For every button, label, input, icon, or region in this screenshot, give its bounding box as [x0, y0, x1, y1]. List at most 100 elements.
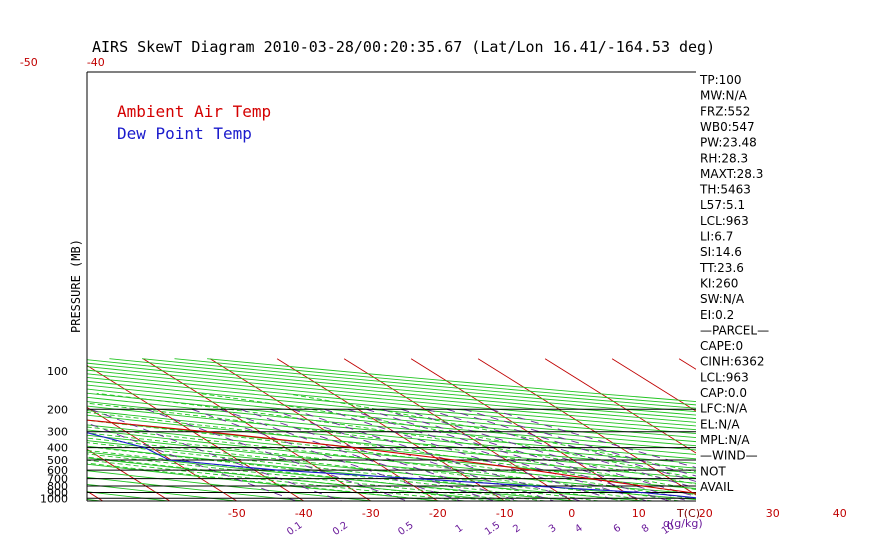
dry-adiabat-line — [87, 380, 696, 439]
ambient-air-temp-line — [87, 419, 696, 494]
bottom-temperature-tick-label: -10 — [496, 507, 514, 520]
pressure-tick-label: 800 — [47, 480, 68, 493]
index-item: MAXT:28.3 — [700, 167, 763, 181]
pressure-tick-label: 400 — [47, 442, 68, 455]
dry-adiabat-line — [87, 396, 696, 455]
mixing-ratio-line — [191, 408, 463, 501]
dry-adiabat-line — [109, 358, 696, 413]
mixing-ratio-line — [219, 408, 496, 501]
pressure-tick-label: 900 — [47, 487, 68, 500]
pressure-tick-label: 700 — [47, 473, 68, 486]
bottom-temperature-tick-label: -20 — [429, 507, 447, 520]
isotherm-line — [87, 448, 171, 501]
top-temperature-tick-labels: -120-110-100-90-80-70-60-50-40 — [20, 56, 105, 69]
y-axis-label: PRESSURE (MB) — [69, 239, 83, 333]
isotherm-line — [343, 358, 573, 501]
sounding-profiles — [87, 419, 696, 499]
index-item: WB0:547 — [700, 120, 755, 134]
dry-adiabat-line — [87, 414, 696, 474]
dry-adiabat-line — [87, 359, 696, 416]
mixing-ratio-line — [292, 408, 582, 501]
mixing-ratio-tick-label: 1.5 — [483, 520, 502, 538]
index-item: EL:N/A — [700, 417, 740, 431]
pressure-tick-label: 200 — [47, 403, 68, 416]
isotherm-line — [611, 358, 696, 412]
mixing-ratio-tick-labels: 0.1 0.2 0.5 1 1.5 2 3 4 6 8 10 — [285, 520, 676, 538]
index-item: NOT — [700, 464, 726, 478]
index-item: PW:23.48 — [700, 136, 757, 150]
isotherm-line — [746, 359, 870, 504]
dry-adiabat-line — [87, 392, 696, 451]
mixing-ratio-tick-label: 6 — [612, 523, 624, 536]
top-temperature-tick-label: -40 — [87, 56, 105, 69]
mixing-ratio-lines — [87, 408, 696, 501]
pressure-tick-label: 100 — [47, 365, 68, 378]
bottom-temperature-tick-label: -40 — [295, 507, 313, 520]
index-item: TP:100 — [699, 73, 742, 87]
index-item: MPL:N/A — [700, 433, 750, 447]
mixing-ratio-line — [146, 408, 409, 501]
mixing-ratio-tick-label: 3 — [547, 523, 559, 536]
index-item: AVAIL — [700, 480, 734, 494]
mixing-ratio-line — [426, 408, 696, 489]
dry-adiabat-line — [207, 358, 696, 402]
dry-adiabat-line — [87, 366, 696, 423]
mixing-ratio-tick-label: 0.1 — [285, 520, 304, 538]
index-item: MW:N/A — [700, 89, 748, 103]
bottom-temperature-tick-label: 40 — [833, 507, 847, 520]
mixing-ratio-line — [347, 408, 649, 501]
dry-adiabat-line — [0, 359, 54, 504]
chart-title: AIRS SkewT Diagram 2010-03-28/00:20:35.6… — [92, 38, 715, 56]
mixing-ratio-line — [324, 408, 621, 501]
index-item: TT:23.6 — [699, 261, 744, 275]
index-item: SW:N/A — [700, 292, 745, 306]
index-item: L57:5.1 — [700, 198, 745, 212]
mixing-ratio-tick-label: 1 — [454, 523, 466, 536]
pressure-tick-label: 600 — [47, 464, 68, 477]
bottom-temperature-tick-label: 20 — [699, 507, 713, 520]
dry-adiabat-line — [87, 419, 696, 479]
dry-adiabat-line — [87, 384, 696, 443]
bottom-temperature-tick-labels: -50 -40 -30 -20 -10 0 10 20 30 40 — [228, 507, 847, 520]
dry-adiabat-line — [87, 410, 696, 469]
dry-adiabat-line — [87, 434, 696, 495]
bottom-temperature-tick-label: 10 — [632, 507, 646, 520]
dry-adiabat-line — [87, 424, 696, 484]
dry-adiabat-line — [87, 457, 514, 501]
index-item: CAPE:0 — [700, 339, 743, 353]
pressure-tick-label: 300 — [47, 426, 68, 439]
mixing-ratio-tick-label: 4 — [573, 523, 585, 536]
dry-adiabat-line — [87, 401, 696, 460]
dry-adiabat-line — [87, 463, 446, 501]
dry-adiabat-line — [87, 388, 696, 447]
dew-point-temp-line — [87, 432, 696, 499]
mixing-ratio-tick-label: 0.2 — [331, 520, 350, 538]
dry-adiabat-line — [87, 362, 696, 420]
dry-adiabat-line — [87, 470, 378, 501]
bottom-temperature-tick-label: 30 — [766, 507, 780, 520]
bottom-temperature-tick-label: -50 — [228, 507, 246, 520]
index-item: EI:0.2 — [700, 308, 734, 322]
dry-adiabat-line — [87, 476, 309, 501]
index-item: CINH:6362 — [700, 355, 765, 369]
isotherm-line — [142, 358, 372, 501]
index-item: —PARCEL— — [700, 323, 769, 337]
isotherm-line — [87, 406, 238, 501]
dry-adiabat-line — [87, 369, 696, 427]
dry-adiabat-line — [87, 377, 696, 435]
mixing-ratio-tick-label: 2 — [511, 523, 523, 536]
dry-adiabat-line — [87, 445, 650, 501]
isobar-lines — [87, 408, 696, 499]
pressure-tick-label: 500 — [47, 454, 68, 467]
index-item: KI:260 — [700, 277, 738, 291]
index-item: SI:14.6 — [700, 245, 742, 259]
x-axis-unit-label: T(C) — [676, 507, 700, 520]
index-item: —WIND— — [700, 449, 758, 463]
index-item: CAP:0.0 — [700, 386, 747, 400]
dry-adiabat-line — [87, 451, 582, 501]
mixing-ratio-line — [401, 408, 696, 497]
dry-adiabat-line — [87, 429, 696, 489]
dry-adiabat-line — [141, 358, 696, 409]
